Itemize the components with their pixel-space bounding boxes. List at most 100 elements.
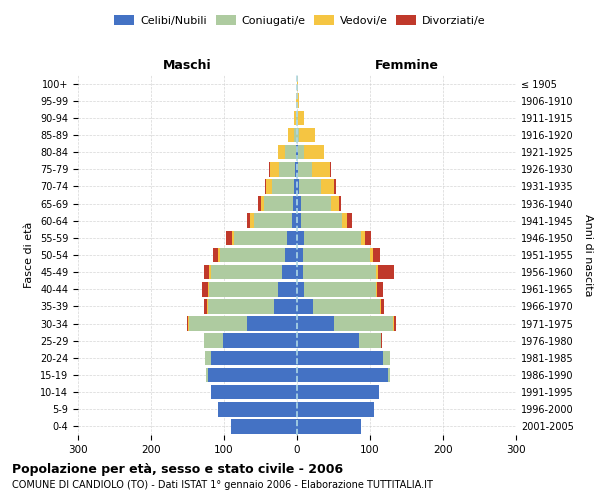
Bar [304,282,376,296]
Bar [204,299,207,314]
Bar [331,196,338,211]
Bar [365,230,371,245]
Bar [334,316,394,331]
Bar [297,248,303,262]
Bar [294,179,297,194]
Bar [297,94,299,108]
Bar [279,162,295,176]
Bar [376,265,378,280]
Legend: Celibi/Nubili, Coniugati/e, Vedovi/e, Divorziati/e: Celibi/Nubili, Coniugati/e, Vedovi/e, Di… [110,10,490,30]
Bar [330,162,331,176]
Bar [286,248,297,262]
Bar [394,316,395,331]
Bar [295,162,297,176]
Bar [260,196,264,211]
Bar [270,162,279,176]
Bar [370,248,373,262]
Bar [341,214,347,228]
Bar [272,179,294,194]
Bar [297,196,301,211]
Bar [297,145,298,160]
Bar [208,299,274,314]
Bar [303,265,376,280]
Bar [297,110,298,125]
Bar [274,299,297,314]
Bar [377,282,383,296]
Bar [247,316,297,331]
Bar [297,230,304,245]
Bar [209,265,211,280]
Bar [376,282,377,296]
Bar [294,110,296,125]
Bar [206,368,208,382]
Bar [266,179,272,194]
Text: Maschi: Maschi [163,58,212,71]
Bar [299,128,315,142]
Bar [338,196,341,211]
Bar [247,214,250,228]
Bar [234,230,287,245]
Bar [297,179,299,194]
Bar [283,265,297,280]
Bar [218,248,220,262]
Bar [211,385,297,400]
Bar [204,334,223,348]
Bar [189,316,247,331]
Bar [218,402,297,416]
Bar [297,162,298,176]
Text: Femmine: Femmine [374,58,439,71]
Y-axis label: Anni di nascita: Anni di nascita [583,214,593,296]
Bar [381,299,384,314]
Bar [207,299,208,314]
Text: COMUNE DI CANDIOLO (TO) - Dati ISTAT 1° gennaio 2006 - Elaborazione TUTTITALIA.I: COMUNE DI CANDIOLO (TO) - Dati ISTAT 1° … [12,480,433,490]
Y-axis label: Fasce di età: Fasce di età [25,222,34,288]
Bar [297,128,299,142]
Bar [381,334,382,348]
Bar [297,76,298,91]
Bar [250,214,254,228]
Bar [296,94,297,108]
Bar [298,110,304,125]
Bar [388,368,391,382]
Bar [232,230,234,245]
Bar [301,196,331,211]
Text: Popolazione per età, sesso e stato civile - 2006: Popolazione per età, sesso e stato civil… [12,462,343,475]
Bar [297,265,303,280]
Bar [297,385,379,400]
Bar [208,368,297,382]
Bar [298,145,304,160]
Bar [297,350,383,365]
Bar [259,196,260,211]
Bar [304,230,361,245]
Bar [297,316,334,331]
Bar [297,368,388,382]
Bar [232,419,297,434]
Bar [313,299,380,314]
Bar [347,214,352,228]
Bar [301,214,341,228]
Bar [265,179,266,194]
Bar [211,350,297,365]
Bar [304,145,324,160]
Bar [264,196,293,211]
Bar [311,162,330,176]
Bar [359,334,381,348]
Bar [287,230,297,245]
Bar [286,145,296,160]
Bar [202,282,208,296]
Bar [203,265,209,280]
Bar [296,145,297,160]
Bar [278,282,297,296]
Bar [361,230,365,245]
Bar [203,334,204,348]
Bar [293,196,297,211]
Bar [297,299,313,314]
Bar [205,350,211,365]
Bar [213,248,218,262]
Bar [254,214,292,228]
Bar [220,248,286,262]
Bar [297,282,304,296]
Bar [223,334,297,348]
Bar [294,128,297,142]
Bar [383,350,391,365]
